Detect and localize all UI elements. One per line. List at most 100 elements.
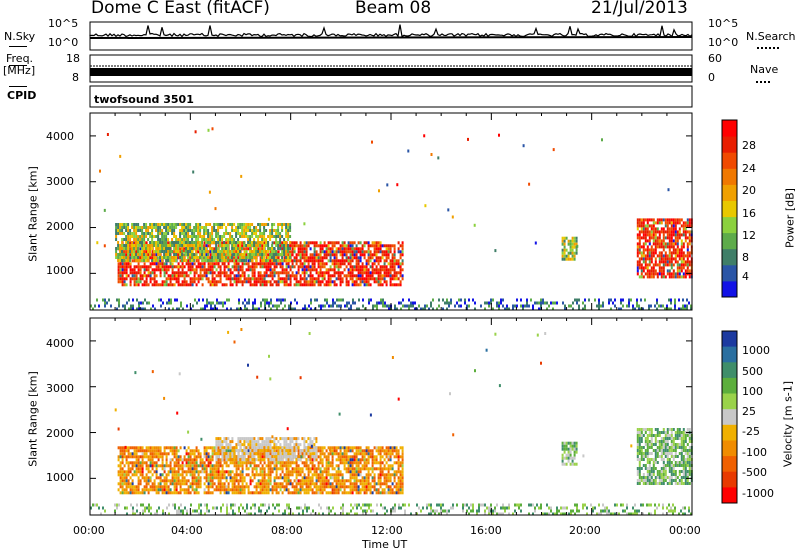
- power-cell: [177, 277, 180, 281]
- power-cell: [666, 242, 669, 246]
- power-cell: [528, 304, 530, 308]
- power-cell: [145, 226, 148, 229]
- velocity-cell: [211, 479, 214, 483]
- power-cell: [201, 262, 204, 266]
- velocity-cell: [175, 485, 178, 489]
- velocity-cell: [173, 470, 176, 474]
- velocity-cell: [275, 488, 278, 492]
- velocity-cell: [205, 449, 208, 453]
- power-cell: [281, 241, 284, 245]
- power-cell: [524, 304, 526, 308]
- velocity-cell: [215, 485, 218, 489]
- power-cell: [189, 235, 192, 238]
- power-cell: [295, 244, 298, 248]
- power-cell: [241, 244, 244, 248]
- power-cell: [361, 277, 364, 281]
- power-cell: [247, 223, 250, 226]
- power-cell: [257, 253, 260, 256]
- power-cell: [129, 247, 132, 251]
- power-cell: [253, 283, 256, 287]
- power-cell: [644, 230, 647, 234]
- power-cell: [163, 244, 166, 247]
- power-cell: [149, 247, 152, 250]
- power-cell: [201, 265, 204, 269]
- power-colorbar-swatch: [722, 216, 737, 234]
- power-cell: [626, 304, 628, 308]
- power-cell: [227, 244, 230, 247]
- power-cell: [365, 250, 368, 254]
- power-cell: [660, 230, 663, 234]
- power-cell: [333, 250, 336, 254]
- velocity-cell: [299, 488, 302, 492]
- power-cell: [291, 244, 294, 248]
- power-speckle: [103, 244, 106, 248]
- power-cell: [253, 271, 256, 275]
- velocity-cell: [273, 467, 276, 471]
- power-cell: [664, 307, 666, 311]
- power-cell: [255, 226, 258, 229]
- power-cell: [136, 298, 138, 302]
- power-cell: [638, 263, 641, 267]
- power-cell: [191, 283, 194, 287]
- power-cell: [229, 238, 232, 241]
- power-cell: [195, 241, 198, 244]
- power-cell: [161, 238, 164, 241]
- power-cell: [301, 277, 304, 281]
- power-cell: [145, 253, 148, 256]
- power-cell: [236, 307, 238, 311]
- power-cell: [173, 235, 176, 238]
- power-cell: [311, 265, 314, 269]
- power-cell: [474, 307, 476, 311]
- velocity-cell: [219, 485, 222, 489]
- power-cell: [133, 283, 136, 287]
- power-cell: [211, 265, 214, 269]
- power-cell: [508, 307, 510, 311]
- power-cell: [399, 280, 402, 284]
- power-cell: [269, 250, 272, 254]
- power-cell: [329, 247, 332, 251]
- power-cell: [377, 241, 380, 245]
- velocity-cell: [215, 488, 218, 492]
- velocity-cell: [139, 461, 142, 465]
- power-cell: [313, 247, 316, 251]
- power-speckle: [522, 144, 525, 148]
- velocity-cell: [175, 464, 178, 468]
- power-cell: [395, 271, 398, 275]
- power-cell: [650, 260, 653, 264]
- velocity-cell: [227, 491, 230, 495]
- power-cell: [359, 247, 362, 251]
- power-cell: [177, 283, 180, 287]
- velocity-cell: [169, 461, 172, 465]
- power-cell: [315, 259, 318, 263]
- power-cell: [628, 304, 630, 308]
- power-cell: [277, 283, 280, 287]
- power-cell: [307, 259, 310, 263]
- power-cell: [281, 244, 284, 247]
- power-cell: [383, 271, 386, 275]
- power-cell: [141, 250, 144, 253]
- power-cell: [680, 266, 683, 270]
- velocity-cell: [341, 458, 344, 462]
- power-cell: [374, 304, 376, 308]
- power-cell: [674, 272, 677, 276]
- velocity-cell: [147, 482, 150, 486]
- power-cell: [301, 256, 304, 260]
- power-cell: [199, 256, 202, 259]
- power-cell: [213, 229, 216, 232]
- velocity-cell: [241, 467, 244, 471]
- power-cell: [289, 226, 292, 229]
- power-cell: [225, 283, 228, 287]
- power-cell: [343, 250, 346, 254]
- velocity-cell: [145, 473, 148, 477]
- power-cell: [359, 265, 362, 269]
- power-cell: [284, 298, 286, 302]
- velocity-cell: [211, 482, 214, 486]
- power-cell: [666, 233, 669, 237]
- power-cell: [223, 259, 226, 262]
- nsky-tick-high: 10^5: [48, 17, 79, 30]
- power-cell: [201, 235, 204, 238]
- power-cell: [173, 253, 176, 256]
- power-cell: [177, 223, 180, 226]
- power-cell: [129, 232, 132, 235]
- power-cell: [578, 304, 580, 308]
